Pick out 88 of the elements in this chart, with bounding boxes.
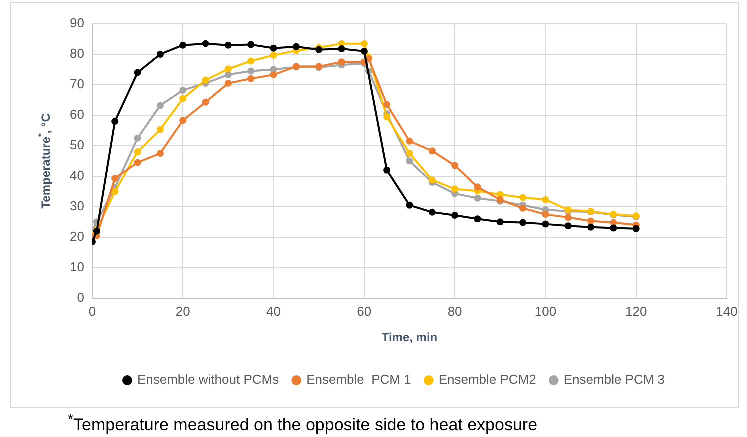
point	[224, 80, 232, 87]
point	[270, 71, 278, 78]
x-tick-label: 80	[448, 304, 462, 319]
point	[224, 71, 232, 78]
point	[202, 98, 210, 106]
y-tick-label: 20	[70, 229, 84, 244]
text: $^{*}$Temperature measured on the opposite side to heat exposure	[68, 412, 538, 436]
x-tick-label: 0	[88, 304, 96, 319]
y-tick-label: 90	[70, 16, 84, 31]
legend-label: Ensemble PCM 3	[564, 372, 666, 388]
x-tick-label: 20	[176, 304, 190, 319]
point	[134, 148, 142, 156]
point	[428, 176, 436, 184]
y-tick-label: 0	[77, 290, 84, 305]
point	[156, 102, 164, 110]
legend-label: Ensemble without PCMs	[137, 372, 280, 388]
point	[520, 194, 527, 202]
point	[202, 76, 210, 84]
point	[520, 204, 527, 212]
y-tick-label: 40	[70, 168, 84, 184]
point	[474, 194, 482, 202]
point	[248, 75, 255, 82]
point	[496, 218, 504, 226]
point	[474, 184, 482, 191]
point	[632, 225, 640, 232]
y-tick-label: 30	[70, 198, 84, 214]
point	[338, 46, 346, 52]
y-axis-title: Temperature*, °C	[36, 113, 53, 209]
point	[180, 42, 187, 49]
legend-label: Ensemble PCM 1	[306, 372, 412, 388]
point	[406, 138, 414, 145]
point	[134, 159, 142, 166]
y-tick-label: 60	[70, 107, 84, 122]
point	[542, 211, 550, 218]
point	[112, 175, 119, 182]
point	[542, 220, 550, 228]
point	[610, 224, 618, 232]
point	[156, 126, 164, 134]
point	[156, 150, 164, 158]
point	[248, 68, 255, 75]
point	[406, 158, 414, 165]
y-tick-label: 50	[70, 138, 84, 153]
point	[112, 188, 119, 196]
point	[452, 212, 459, 219]
point	[360, 40, 368, 48]
point	[564, 222, 572, 230]
point	[156, 50, 164, 58]
point	[406, 202, 414, 209]
point	[588, 224, 595, 231]
point	[360, 48, 368, 55]
point	[292, 43, 300, 50]
y-tick-label: 80	[70, 46, 84, 62]
x-tick-label: 40	[266, 304, 281, 319]
point	[248, 41, 255, 48]
point	[474, 216, 482, 223]
point	[406, 150, 414, 158]
point	[112, 118, 119, 126]
point	[520, 219, 527, 226]
point	[180, 95, 187, 102]
point	[452, 162, 459, 170]
point	[452, 186, 459, 193]
y-tick-label: 70	[70, 76, 84, 92]
point	[202, 40, 210, 48]
legend-label: Ensemble PCM2	[438, 372, 536, 388]
point	[588, 218, 595, 225]
point	[428, 208, 436, 216]
point	[224, 42, 232, 49]
point	[542, 196, 550, 204]
point	[384, 101, 391, 108]
point	[134, 69, 142, 76]
point	[270, 44, 278, 52]
point	[384, 113, 391, 120]
x-tick-label: 120	[626, 304, 648, 319]
x-tick-label: 60	[357, 304, 372, 319]
y-tick-label: 10	[70, 259, 84, 274]
point	[428, 148, 436, 155]
x-axis-title: Time, min	[382, 330, 438, 345]
point	[564, 214, 572, 222]
x-tick-label: 100	[534, 304, 557, 319]
point	[180, 117, 187, 124]
point	[384, 166, 391, 174]
point	[270, 52, 278, 59]
x-tick-label: 140	[716, 304, 738, 319]
point	[180, 86, 187, 94]
point	[224, 66, 232, 73]
point	[134, 134, 142, 142]
point	[338, 58, 346, 66]
point	[248, 58, 255, 65]
